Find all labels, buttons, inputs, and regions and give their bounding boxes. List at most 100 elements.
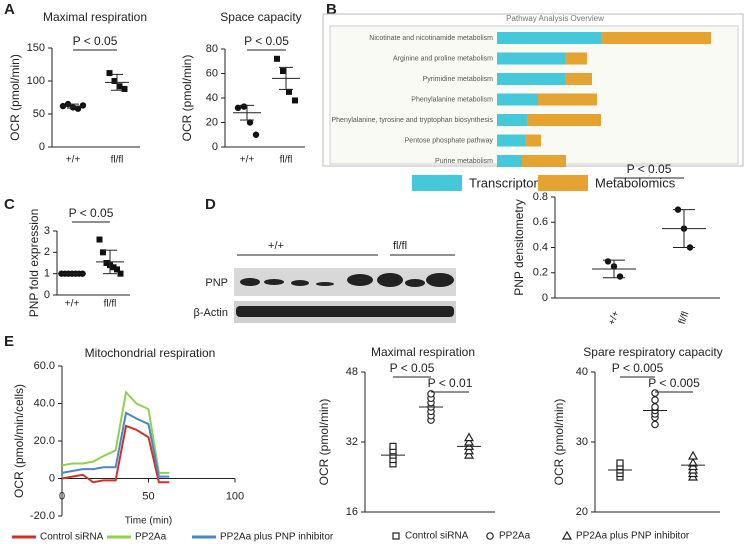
y-tick-label: 0.6 xyxy=(533,216,548,228)
legend-label: PP2Aa xyxy=(499,531,531,542)
y-tick-label: -20.0 xyxy=(30,510,55,522)
point xyxy=(121,85,128,92)
annotation: P < 0.05 xyxy=(627,162,672,176)
y-tick-label: 40 xyxy=(576,366,588,378)
bar-segment xyxy=(497,93,538,106)
y-tick-label: 80 xyxy=(206,43,218,55)
point xyxy=(604,258,612,265)
annotation: P < 0.05 xyxy=(244,34,289,48)
bar-segment xyxy=(538,93,597,106)
y-tick-label: 0.4 xyxy=(533,241,548,253)
point xyxy=(292,97,298,104)
bar-segment xyxy=(497,52,565,65)
y-tick-label: 0 xyxy=(542,292,548,304)
bar-segment xyxy=(565,73,592,85)
y-tick-label: 32 xyxy=(346,436,358,448)
legend-swatch xyxy=(412,175,462,191)
x-tick-label: +/+ xyxy=(65,299,80,310)
annotation: P < 0.05 xyxy=(69,206,114,220)
point xyxy=(280,68,286,75)
panel-label: E xyxy=(4,333,14,350)
point xyxy=(687,457,699,467)
y-tick-label: 0 xyxy=(212,141,218,153)
point xyxy=(252,131,260,138)
x-tick-label: 50 xyxy=(142,490,154,502)
panel-label: A xyxy=(4,1,15,18)
y-tick-label: 100 xyxy=(27,75,45,87)
y-tick-label: 1 xyxy=(44,268,50,280)
chart-title: Mitochondrial respiration xyxy=(85,346,216,360)
series-line xyxy=(61,411,170,478)
category-label: Arginine and proline metabolism xyxy=(393,55,493,62)
bar-segment xyxy=(497,32,601,44)
western-blot: +/+ fl/fl PNP β-Actin xyxy=(194,240,456,323)
category-label: Phenylalanine metabolism xyxy=(411,96,493,103)
point xyxy=(651,396,659,404)
point xyxy=(96,236,103,243)
y-tick-label: 0 xyxy=(44,289,50,301)
bar-segment xyxy=(497,73,565,85)
y-tick-label: 3 xyxy=(44,225,50,237)
point xyxy=(616,459,624,467)
point xyxy=(651,389,659,397)
legend-label: PP2Aa plus PNP inhibitor xyxy=(576,531,690,542)
y-axis-label: OCR (pmol/min) xyxy=(180,55,194,142)
bar-segment xyxy=(497,155,522,167)
y-tick-label: 30 xyxy=(576,436,588,448)
y-tick-label: 0.8 xyxy=(533,191,548,203)
y-axis-label: OCR (pmol/min/cells) xyxy=(12,384,26,498)
x-tick-label: 100 xyxy=(226,490,244,502)
y-tick-label: 150 xyxy=(27,42,45,54)
x-tick-label: fl/fl xyxy=(677,310,692,326)
point xyxy=(114,266,120,273)
y-tick-label: 40 xyxy=(206,92,218,104)
x-tick-label: fl/fl xyxy=(104,299,117,310)
y-tick-label: 20.0 xyxy=(34,435,55,447)
legend-label: PP2Aa xyxy=(135,532,167,543)
y-axis-label: PNP densitometry xyxy=(512,199,526,296)
legend-swatch xyxy=(538,175,588,191)
row-label: β-Actin xyxy=(194,307,228,319)
annotation: P < 0.01 xyxy=(428,376,473,390)
y-tick-label: 50 xyxy=(33,108,45,120)
chart-title: Pathway Analysis Overview xyxy=(506,14,604,23)
annotation: P < 0.005 xyxy=(648,376,700,390)
y-tick-label: 0.2 xyxy=(533,267,548,279)
point xyxy=(100,249,106,256)
x-tick-label: 0 xyxy=(59,490,65,502)
annotation: P < 0.05 xyxy=(73,34,118,48)
point xyxy=(246,119,254,126)
bands xyxy=(236,273,454,317)
bar-segment xyxy=(497,134,525,147)
row-label: PNP xyxy=(205,277,228,289)
y-tick-label: 0 xyxy=(39,141,45,153)
chart-title: Maximal respiration xyxy=(43,10,147,24)
y-tick-label: 20 xyxy=(576,506,588,518)
point xyxy=(687,450,699,460)
point xyxy=(463,449,475,459)
legend-label: Control siRNA xyxy=(40,532,104,543)
chart-title: Maximal respiration xyxy=(371,345,475,359)
category-label: Purine metabolism xyxy=(435,158,493,165)
point xyxy=(651,420,659,429)
category-label: Phenylalanine, tyrosine and tryptophan b… xyxy=(332,117,494,124)
point xyxy=(117,270,124,277)
x-tick-label: +/+ xyxy=(240,155,255,166)
point xyxy=(274,55,280,62)
y-tick-label: 0 xyxy=(49,472,55,484)
y-tick-label: 48 xyxy=(346,366,358,378)
y-tick-label: 2 xyxy=(44,246,50,258)
point xyxy=(103,260,110,266)
annotation: P < 0.05 xyxy=(390,361,435,375)
legend-label: Control siRNA xyxy=(405,531,469,542)
point xyxy=(463,445,475,455)
point xyxy=(486,532,494,540)
bar-segment xyxy=(497,114,527,126)
point xyxy=(651,403,659,411)
y-tick-label: 20 xyxy=(206,116,218,128)
point xyxy=(463,432,475,442)
category-label: Pentose phosphate pathway xyxy=(405,137,494,144)
chart-title: Spare respiratory capacity xyxy=(583,345,722,359)
y-tick-label: 60 xyxy=(206,67,218,79)
